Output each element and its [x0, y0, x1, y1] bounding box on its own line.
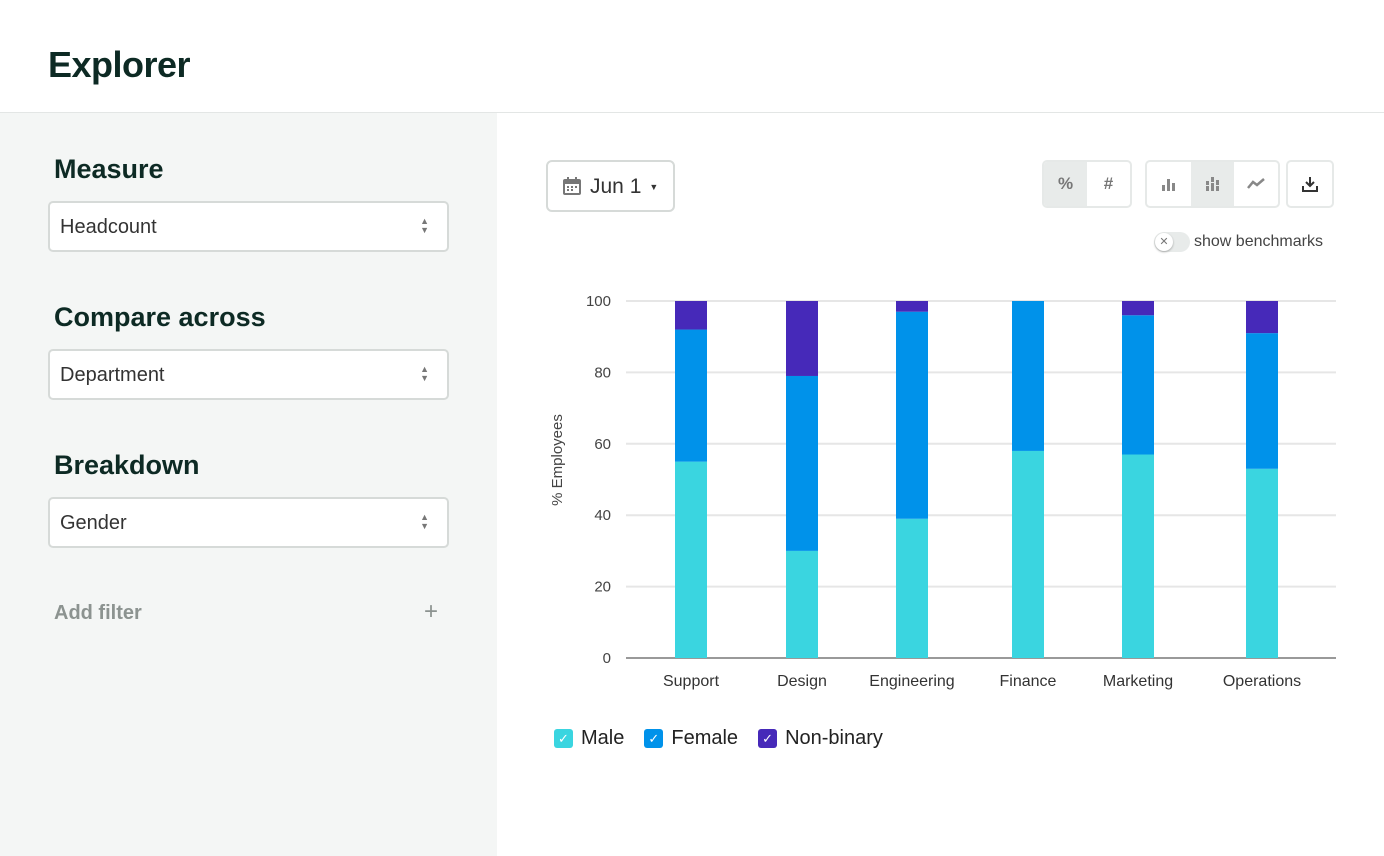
bar-segment-male[interactable]	[896, 518, 928, 658]
x-tick-label: Design	[777, 673, 827, 690]
y-axis-label: % Employees	[549, 414, 566, 506]
bar-segment-female[interactable]	[1122, 315, 1154, 455]
bar-segment-female[interactable]	[1012, 301, 1044, 451]
line-chart-button[interactable]	[1234, 162, 1278, 206]
stacked-bar-icon	[1205, 177, 1219, 191]
bar-segment-female[interactable]	[1246, 333, 1278, 469]
line-chart-icon	[1247, 178, 1265, 189]
y-tick-label: 80	[594, 364, 611, 381]
legend-item[interactable]: ✓ Male	[554, 727, 624, 750]
checkbox-checked-icon[interactable]: ✓	[644, 729, 664, 748]
caret-down-icon: ▼	[649, 182, 659, 192]
percent-button[interactable]: %	[1044, 162, 1087, 206]
stacked-bar-button[interactable]	[1190, 162, 1235, 206]
x-tick-label: Finance	[1000, 673, 1057, 690]
bar-segment-female[interactable]	[896, 311, 928, 519]
download-icon	[1302, 177, 1318, 192]
benchmarks-label: show benchmarks	[1194, 233, 1323, 250]
date-picker-button[interactable]: Jun 1 ▼	[546, 160, 675, 212]
y-tick-label: 40	[594, 507, 611, 524]
y-tick-label: 60	[594, 436, 611, 453]
bar-segment-male[interactable]	[786, 550, 818, 658]
bar-segment-female[interactable]	[786, 375, 818, 551]
bar-segment-male[interactable]	[1122, 454, 1154, 658]
x-tick-label: Engineering	[869, 673, 954, 690]
x-tick-label: Marketing	[1103, 673, 1173, 690]
number-button[interactable]: #	[1103, 174, 1114, 193]
checkbox-checked-icon[interactable]: ✓	[554, 729, 573, 748]
plus-icon[interactable]: +	[424, 598, 439, 625]
download-button[interactable]	[1286, 160, 1334, 208]
breakdown-select[interactable]: Gender ▲ ▼	[48, 497, 449, 548]
measure-select[interactable]: Headcount ▲ ▼	[48, 201, 449, 252]
bar-segment-non-binary[interactable]	[786, 301, 818, 376]
compare-value: Department	[60, 364, 165, 386]
y-tick-label: 20	[594, 579, 611, 596]
header: Explorer	[0, 0, 1384, 113]
sort-arrows-icon: ▲ ▼	[420, 364, 429, 383]
legend-label: Non-binary	[785, 727, 883, 749]
legend: ✓ Male ✓ Female ✓ Non-binary	[554, 727, 883, 750]
page-title: Explorer	[48, 44, 191, 85]
calendar-icon	[563, 177, 581, 195]
bar-segment-male[interactable]	[1246, 468, 1278, 658]
bar-chart-icon	[1161, 179, 1175, 191]
compare-select[interactable]: Department ▲ ▼	[48, 349, 449, 400]
legend-label: Female	[671, 727, 739, 749]
legend-item[interactable]: ✓ Non-binary	[758, 727, 883, 750]
bar-segment-male[interactable]	[1012, 450, 1044, 658]
measure-label: Measure	[54, 154, 164, 184]
bar-segment-non-binary[interactable]	[675, 301, 707, 330]
add-filter-link[interactable]: Add filter	[54, 602, 142, 624]
sort-arrows-icon: ▲ ▼	[420, 512, 429, 531]
close-icon: ✕	[1155, 233, 1173, 251]
y-tick-label: 100	[586, 293, 611, 310]
unit-toggle-group: % #	[1042, 160, 1132, 208]
legend-item[interactable]: ✓ Female	[644, 727, 738, 750]
breakdown-label: Breakdown	[54, 450, 200, 480]
date-value: Jun 1	[590, 175, 642, 198]
x-tick-label: Support	[663, 673, 720, 690]
breakdown-value: Gender	[60, 512, 127, 534]
bar-segment-non-binary[interactable]	[1122, 301, 1154, 316]
bar-segment-non-binary[interactable]	[896, 301, 928, 312]
download-cell	[1288, 162, 1332, 206]
compare-label: Compare across	[54, 302, 266, 332]
bar-segment-non-binary[interactable]	[1246, 301, 1278, 334]
sort-arrows-icon: ▲ ▼	[420, 216, 429, 235]
bar-segment-male[interactable]	[675, 461, 707, 658]
bar-segment-female[interactable]	[675, 329, 707, 462]
checkbox-checked-icon[interactable]: ✓	[758, 729, 778, 748]
bar-chart-button[interactable]	[1147, 162, 1191, 206]
measure-value: Headcount	[60, 216, 157, 238]
chart-type-group	[1145, 160, 1280, 208]
benchmarks-toggle[interactable]: ✕	[1154, 232, 1190, 252]
y-tick-label: 0	[603, 650, 611, 667]
legend-label: Male	[581, 727, 625, 749]
x-tick-label: Operations	[1223, 673, 1301, 690]
